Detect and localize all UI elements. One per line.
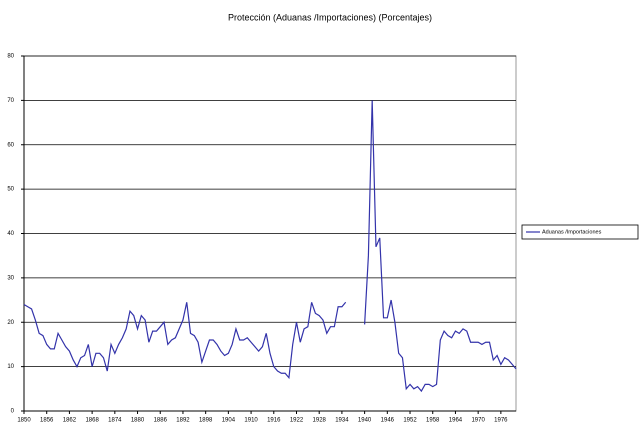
x-tick-label: 1862 — [63, 418, 77, 424]
x-tick-label: 1922 — [290, 418, 304, 424]
y-tick-label: 60 — [7, 142, 14, 148]
x-tick-label: 1964 — [449, 418, 463, 424]
x-tick-label: 1940 — [358, 418, 372, 424]
x-tick-label: 1868 — [85, 418, 99, 424]
y-tick-label: 50 — [7, 187, 14, 193]
x-tick-label: 1934 — [335, 418, 349, 424]
y-tick-label: 30 — [7, 275, 14, 281]
x-tick-label: 1856 — [40, 418, 54, 424]
data-line — [23, 100, 517, 393]
y-tick-label: 40 — [7, 231, 14, 237]
x-tick-label: 1958 — [426, 418, 440, 424]
x-tick-label: 1874 — [108, 418, 122, 424]
x-tick-label: 1880 — [131, 418, 145, 424]
x-tick-label: 1898 — [199, 418, 213, 424]
y-tick-label: 80 — [7, 54, 14, 60]
x-tick-label: 1850 — [17, 418, 31, 424]
x-tick-label: 1946 — [381, 418, 395, 424]
x-tick-label: 1970 — [471, 418, 485, 424]
y-tick-label: 0 — [11, 409, 15, 415]
y-tick-label: 10 — [7, 364, 14, 370]
y-tick-label: 20 — [7, 320, 14, 326]
legend-label: Aduanas /Importaciones — [542, 229, 602, 235]
x-tick-label: 1916 — [267, 418, 281, 424]
x-tick-label: 1910 — [244, 418, 258, 424]
x-tick-label: 1952 — [403, 418, 417, 424]
x-tick-label: 1904 — [222, 418, 236, 424]
x-tick-label: 1928 — [313, 418, 327, 424]
legend-box — [521, 224, 639, 240]
chart-title: Protección (Aduanas /Importaciones) (Por… — [228, 12, 432, 22]
x-tick-label: 1976 — [494, 418, 508, 424]
x-tick-label: 1892 — [176, 418, 190, 424]
y-tick-label: 70 — [7, 98, 14, 104]
x-tick-label: 1886 — [154, 418, 168, 424]
